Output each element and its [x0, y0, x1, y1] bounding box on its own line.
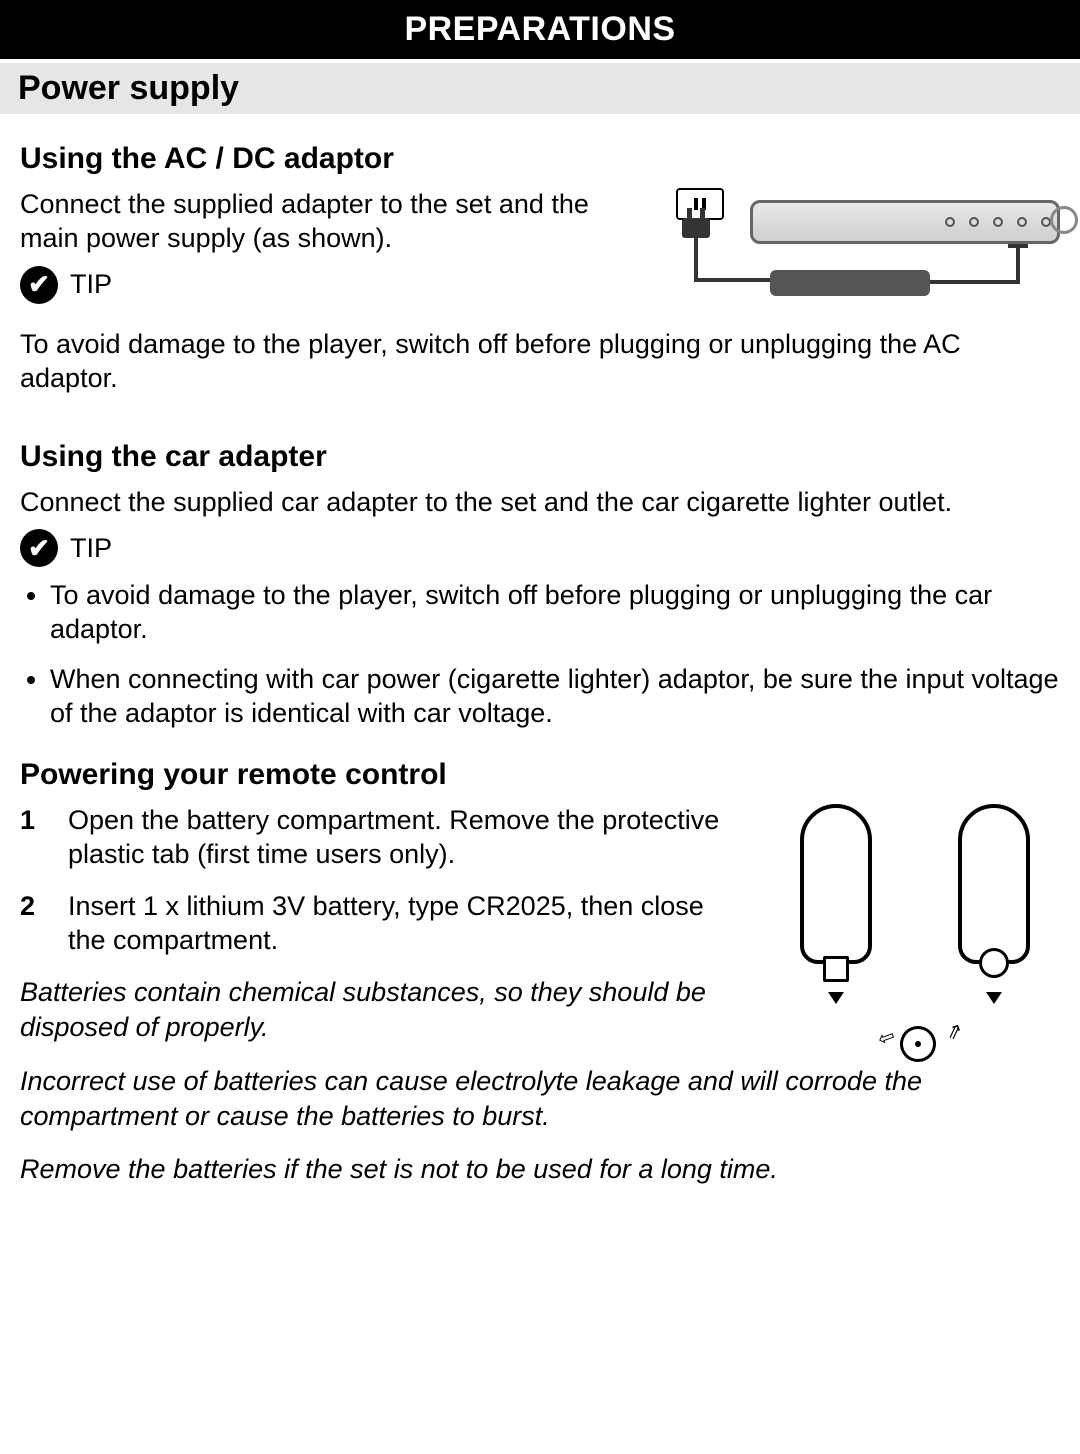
port-icon — [1017, 217, 1027, 227]
remote-outline-icon — [800, 804, 872, 964]
port-icon — [993, 217, 1003, 227]
acdc-tip-row: ✔ TIP — [20, 266, 640, 304]
acdc-row: Connect the supplied adapter to the set … — [20, 188, 1060, 328]
port-icon — [969, 217, 979, 227]
adapter-diagram — [660, 188, 1060, 328]
step-number: 1 — [20, 804, 68, 872]
adapter-brick-icon — [770, 270, 930, 296]
content-area: Using the AC / DC adaptor Connect the su… — [0, 142, 1080, 1188]
step-text: Open the battery compartment. Remove the… — [68, 804, 740, 872]
check-icon: ✔ — [20, 529, 58, 567]
cable-segment — [1016, 244, 1020, 284]
arrow-icon: ⇦ — [874, 1023, 898, 1052]
cable-segment — [694, 220, 698, 282]
step-item: 2 Insert 1 x lithium 3V battery, type CR… — [20, 890, 740, 958]
coin-battery-icon — [895, 1021, 941, 1067]
page-header-title: PREPARATIONS — [404, 10, 675, 48]
arrow-down-icon — [986, 992, 1002, 1004]
battery-slot-icon — [823, 956, 849, 982]
remote-heading: Powering your remote control — [20, 758, 1060, 792]
cable-segment — [930, 280, 1020, 284]
step-item: 1 Open the battery compartment. Remove t… — [20, 804, 740, 872]
acdc-tip-label: TIP — [70, 269, 112, 300]
car-heading: Using the car adapter — [20, 440, 1060, 474]
acdc-text: Connect the supplied adapter to the set … — [20, 188, 640, 256]
car-tip-label: TIP — [70, 533, 112, 564]
player-device-icon — [750, 200, 1060, 244]
arrow-down-icon — [828, 992, 844, 1004]
car-bullets: To avoid damage to the player, switch of… — [20, 579, 1060, 730]
remote-steps: 1 Open the battery compartment. Remove t… — [20, 804, 740, 957]
car-text: Connect the supplied car adapter to the … — [20, 486, 1060, 520]
step-number: 2 — [20, 890, 68, 958]
page-header: PREPARATIONS — [0, 0, 1080, 59]
section-title-text: Power supply — [18, 69, 239, 107]
battery-slot-icon — [979, 948, 1009, 978]
acdc-tip-text: To avoid damage to the player, switch of… — [20, 328, 1060, 396]
check-icon: ✔ — [20, 266, 58, 304]
car-tip-row: ✔ TIP — [20, 529, 1060, 567]
remote-row: 1 Open the battery compartment. Remove t… — [20, 804, 1060, 1064]
remote-diagram: ⇦ ⇗ — [760, 804, 1060, 1064]
strap-ring-icon — [1050, 206, 1078, 234]
acdc-illustration — [660, 188, 1060, 328]
step-text: Insert 1 x lithium 3V battery, type CR20… — [68, 890, 740, 958]
remote-outline-icon — [958, 804, 1030, 964]
battery-warning: Remove the batteries if the set is not t… — [20, 1152, 1060, 1187]
remote-illustration: ⇦ ⇗ — [760, 804, 1060, 1064]
list-item: To avoid damage to the player, switch of… — [50, 579, 1060, 647]
battery-warning: Incorrect use of batteries can cause ele… — [20, 1064, 1060, 1134]
section-title: Power supply — [0, 63, 1080, 114]
arrow-icon: ⇗ — [942, 1017, 966, 1046]
cable-segment — [694, 278, 772, 282]
acdc-heading: Using the AC / DC adaptor — [20, 142, 1060, 176]
acdc-text-col: Connect the supplied adapter to the set … — [20, 188, 640, 316]
remote-text-col: 1 Open the battery compartment. Remove t… — [20, 804, 740, 1063]
port-icon — [945, 217, 955, 227]
list-item: When connecting with car power (cigarett… — [50, 663, 1060, 731]
battery-warning: Batteries contain chemical substances, s… — [20, 975, 740, 1045]
